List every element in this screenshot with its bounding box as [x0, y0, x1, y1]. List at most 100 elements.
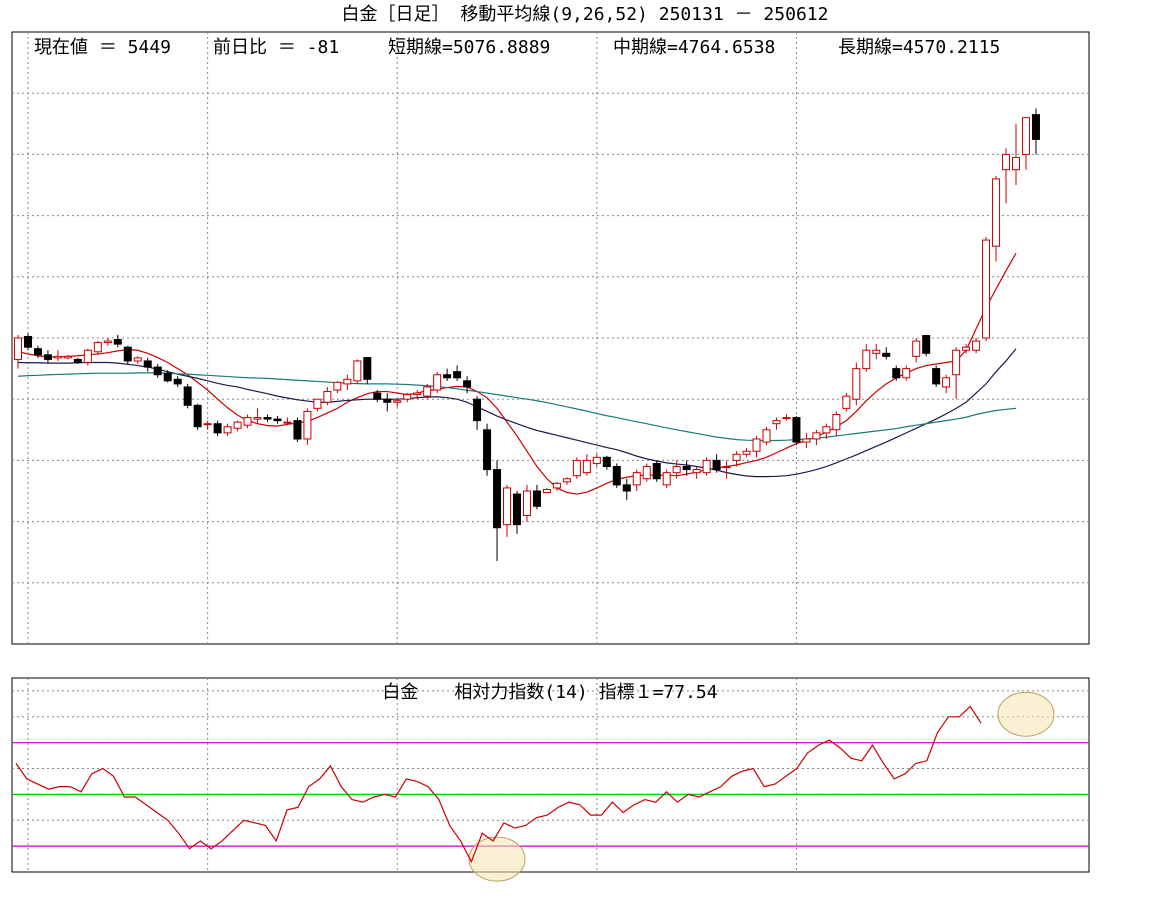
candle-body-down [273, 418, 282, 422]
candle [612, 463, 621, 488]
candle-body-down [463, 380, 472, 388]
candle-body-up [862, 349, 871, 370]
candle [732, 451, 741, 467]
candle-body-down [43, 354, 52, 360]
rsi-highlight-circle [997, 691, 1055, 737]
candle-body-up [912, 340, 921, 357]
candle-body-down [263, 417, 272, 420]
candle-body-up [572, 459, 581, 477]
candle [572, 457, 581, 479]
candle-body-up [413, 392, 422, 396]
candle [103, 338, 112, 346]
candle-body-down [473, 398, 482, 422]
candle-body-up [1021, 117, 1030, 155]
candle-body-down [682, 466, 691, 471]
candle [1012, 123, 1020, 185]
candle-body-down [922, 335, 931, 354]
long-ma-value-label: 長期線=4570.2115 [838, 37, 1000, 58]
short-ma-line [17, 252, 1017, 495]
candle-body-up [323, 391, 332, 403]
candle-body-down [1031, 114, 1040, 140]
candle-body-up [952, 349, 961, 376]
moving-average-lines [17, 252, 1017, 495]
candle-body-down [513, 493, 521, 526]
candle [1021, 117, 1030, 170]
candle [632, 469, 641, 491]
candle [1002, 148, 1011, 204]
candle [173, 376, 182, 387]
candle-body-up [83, 349, 92, 363]
candle-body-up [353, 360, 362, 382]
candle-body-up [732, 453, 741, 461]
candle [433, 371, 442, 394]
candle-body-up [692, 469, 701, 474]
candle-body-up [283, 421, 292, 424]
candle-body-up [562, 478, 571, 483]
candle-body-down [652, 462, 661, 480]
candle-body-up [762, 429, 771, 443]
candle [273, 416, 282, 424]
candle [513, 491, 521, 534]
candle-body-down [612, 466, 621, 486]
candle-body-down [712, 459, 721, 471]
candle [14, 334, 22, 369]
candle [742, 448, 751, 458]
rsi-chart-frame [11, 677, 1090, 873]
candle-body-down [73, 358, 82, 363]
main-chart-grid [12, 32, 1089, 644]
candle-body-up [1012, 156, 1020, 171]
candle [642, 463, 651, 482]
candle-body-up [972, 340, 981, 351]
candle [393, 399, 402, 407]
candle [33, 345, 42, 358]
candle-body-up [53, 355, 62, 359]
candle-body-down [792, 417, 801, 443]
candle [323, 386, 332, 406]
candle [672, 460, 681, 479]
rsi-line [15, 705, 982, 864]
candle [752, 435, 761, 458]
candle-body-down [163, 372, 172, 382]
candle-body-up [702, 459, 711, 474]
main-chart-title: 白金［日足］ 移動平均線(9,26,52) 250131 － 250612 [342, 4, 829, 25]
candle [682, 460, 691, 476]
candle [522, 484, 531, 522]
candle [503, 484, 512, 537]
candle [842, 393, 851, 412]
candle [852, 362, 861, 406]
candle [333, 380, 342, 394]
candle [922, 335, 931, 357]
candle [413, 390, 422, 400]
candle-body-down [23, 335, 32, 348]
candle-body-up [203, 423, 212, 426]
candle-body-down [153, 366, 162, 376]
candle [183, 383, 192, 409]
candle [243, 414, 252, 429]
candle [552, 481, 561, 491]
candle [453, 365, 462, 381]
candle [772, 417, 781, 430]
candle [932, 365, 941, 387]
candle [992, 175, 1001, 262]
candle [493, 460, 502, 562]
candle [802, 432, 811, 449]
candle-body-up [522, 490, 531, 516]
candle [882, 347, 891, 360]
candle-body-up [133, 357, 142, 362]
candle [602, 455, 611, 470]
candle [153, 364, 162, 378]
candle [83, 348, 92, 366]
candle-body-up [772, 420, 781, 425]
candle-body-up [582, 459, 591, 474]
candle-body-up [423, 386, 432, 397]
candle-body-down [183, 386, 192, 406]
candle-body-down [892, 368, 901, 379]
candle-body-down [483, 429, 492, 471]
candle-body-up [782, 417, 791, 420]
candle [53, 350, 62, 361]
long-ma-line [17, 372, 1017, 442]
candle [313, 398, 322, 412]
candle [912, 338, 921, 363]
